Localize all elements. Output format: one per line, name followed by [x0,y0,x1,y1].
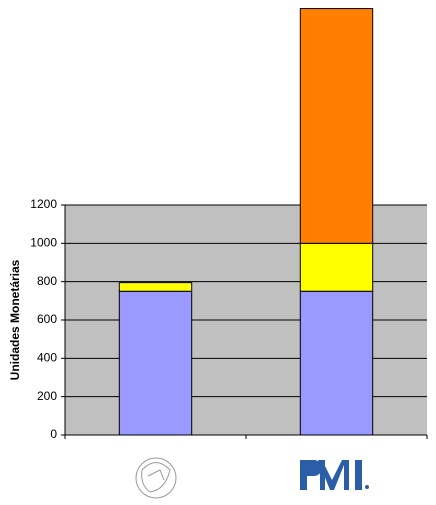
bar-segment [299,290,374,436]
y-tick-label: 800 [37,274,57,288]
bar-segment [118,290,193,436]
y-tick-label: 1200 [30,197,57,211]
y-tick-label: 0 [50,427,57,441]
y-tick-label: 400 [37,351,57,365]
y-tick-label: 1000 [30,236,57,250]
bar-segment [118,282,193,292]
bar-segment [299,8,374,244]
y-axis-label: Unidades Monetárias [8,259,22,380]
y-tick-label: 200 [37,389,57,403]
logo-pmi [300,460,369,490]
bar-segment [299,242,374,292]
y-tick-label: 600 [37,312,57,326]
logo-left [135,457,177,499]
